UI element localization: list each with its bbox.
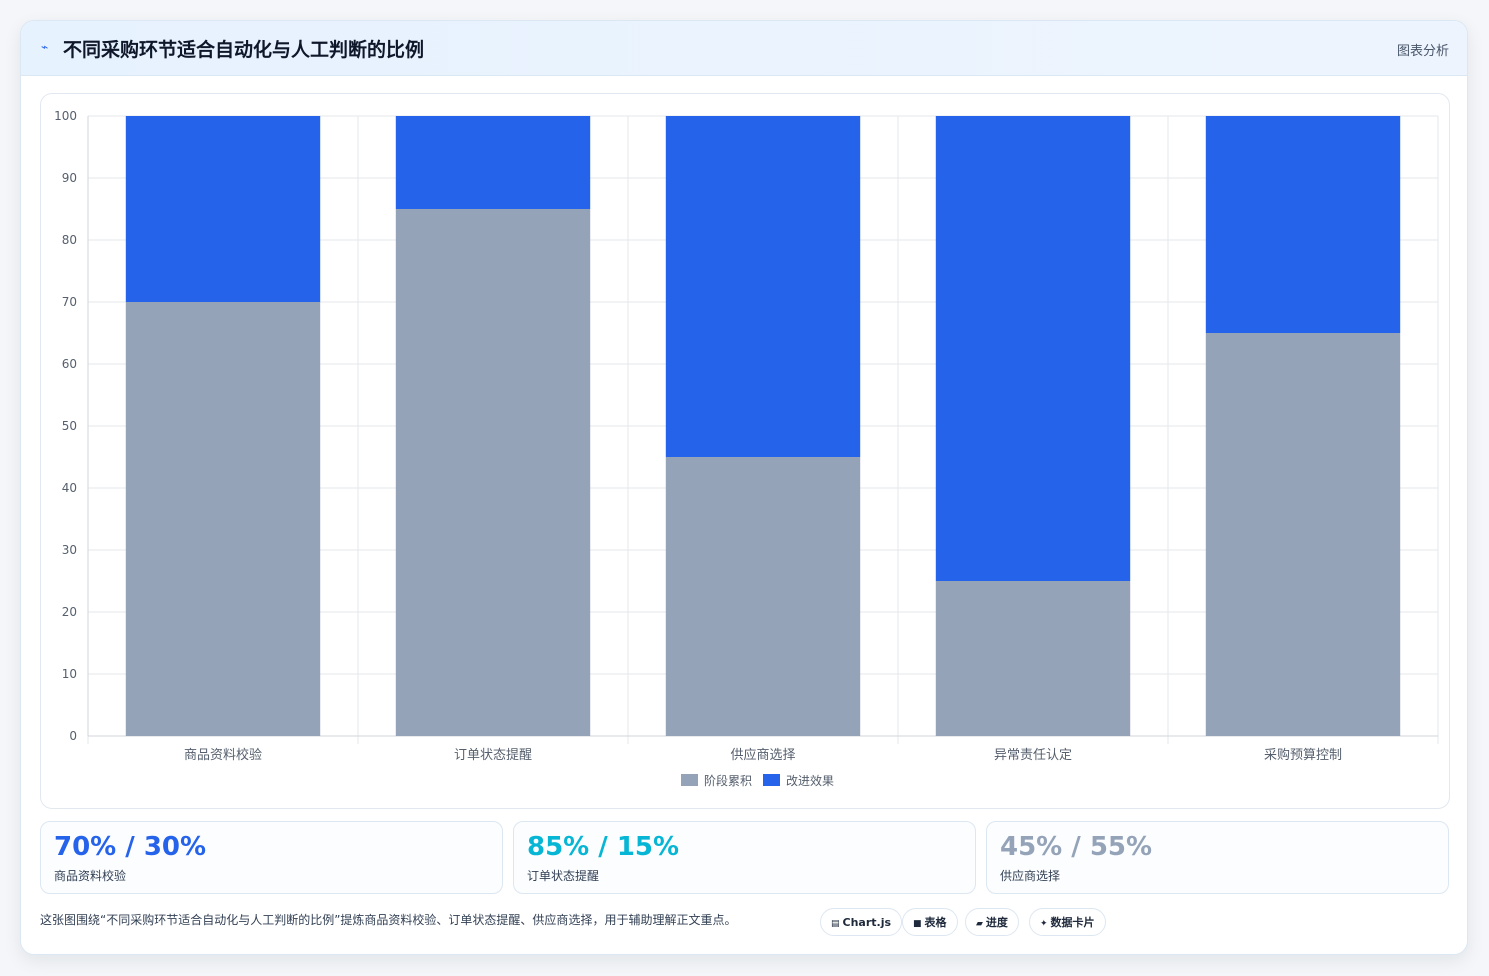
badge-table[interactable]: ■ 表格 bbox=[902, 908, 958, 936]
stat-card-3: 45% / 55% 供应商选择 bbox=[986, 821, 1449, 894]
stat-value: 85% / 15% bbox=[527, 832, 680, 862]
y-tick-label: 80 bbox=[62, 233, 77, 247]
stat-label: 订单状态提醒 bbox=[527, 869, 600, 883]
y-tick-label: 20 bbox=[62, 605, 77, 619]
legend-label: 阶段累积 bbox=[704, 773, 752, 788]
x-tick-label: 异常责任认定 bbox=[994, 748, 1072, 763]
stat-label: 商品资料校验 bbox=[54, 869, 127, 883]
legend-label: 改进效果 bbox=[786, 773, 834, 788]
badge-data-card[interactable]: ✦ 数据卡片 bbox=[1029, 908, 1106, 936]
stat-card-1: 70% / 30% 商品资料校验 bbox=[40, 821, 503, 894]
y-tick-label: 70 bbox=[62, 295, 77, 309]
y-tick-label: 50 bbox=[62, 419, 77, 433]
y-tick-label: 60 bbox=[62, 357, 77, 371]
stat-value: 45% / 55% bbox=[1000, 832, 1153, 862]
y-tick-label: 10 bbox=[62, 667, 77, 681]
badge-label: Chart.js bbox=[842, 916, 892, 929]
y-tick-label: 30 bbox=[62, 543, 77, 557]
stat-value: 70% / 30% bbox=[54, 832, 207, 862]
x-tick-label: 采购预算控制 bbox=[1264, 747, 1342, 763]
data-card-icon: ✦ bbox=[1040, 919, 1048, 929]
badge-label: 进度 bbox=[985, 916, 1008, 929]
chart-footnote: 这张图围绕“不同采购环节适合自动化与人工判断的比例”提炼商品资料校验、订单状态提… bbox=[40, 913, 737, 927]
bar-stage-cumulative bbox=[395, 209, 591, 736]
page-title: 不同采购环节适合自动化与人工判断的比例 bbox=[63, 39, 425, 61]
chart-analysis-tag: 图表分析 bbox=[1396, 44, 1449, 59]
badge-chartjs[interactable]: ▤ Chart.js bbox=[820, 908, 903, 936]
chart-icon: ▤ bbox=[831, 919, 840, 929]
stat-label: 供应商选择 bbox=[1000, 869, 1061, 883]
x-tick-label: 商品资料校验 bbox=[184, 747, 262, 763]
bar-improvement-effect bbox=[935, 116, 1131, 581]
bar-improvement-effect bbox=[665, 116, 861, 457]
progress-icon: ▰ bbox=[976, 919, 983, 929]
stat-card-2: 85% / 15% 订单状态提醒 bbox=[513, 821, 976, 894]
bar-stage-cumulative bbox=[1205, 333, 1401, 736]
bar-improvement-effect bbox=[125, 116, 321, 302]
chart-line-icon: ⌁ bbox=[41, 40, 49, 54]
badge-label: 数据卡片 bbox=[1050, 916, 1095, 929]
x-tick-label: 供应商选择 bbox=[730, 747, 795, 763]
x-tick-label: 订单状态提醒 bbox=[454, 747, 532, 763]
y-tick-label: 40 bbox=[62, 481, 77, 495]
y-tick-label: 100 bbox=[54, 109, 77, 123]
stacked-bar-chart: 0 10 20 30 40 50 60 70 80 90 100 商品资料校验 订单状态提醒 供应商选择 异… bbox=[54, 109, 1439, 788]
bar-stage-cumulative bbox=[125, 302, 321, 736]
table-icon: ■ bbox=[913, 919, 922, 929]
bar-improvement-effect bbox=[1205, 116, 1401, 333]
legend-swatch bbox=[763, 774, 780, 786]
bar-stage-cumulative bbox=[935, 581, 1131, 736]
chart-container: 0 10 20 30 40 50 60 70 80 90 100 商品资料校验 订单状态提醒 供应商选择 异… bbox=[40, 93, 1450, 809]
bar-stage-cumulative bbox=[665, 457, 861, 736]
y-tick-label: 90 bbox=[62, 171, 77, 185]
legend-swatch bbox=[681, 774, 698, 786]
bar-improvement-effect bbox=[395, 116, 591, 209]
badge-label: 表格 bbox=[924, 916, 947, 929]
chart-card: ⌁ 不同采购环节适合自动化与人工判断的比例 图表分析 0 10 20 30 40 50 60… bbox=[20, 20, 1468, 955]
badge-progress[interactable]: ▰ 进度 bbox=[965, 908, 1019, 936]
card-header: ⌁ 不同采购环节适合自动化与人工判断的比例 图表分析 bbox=[21, 21, 1467, 76]
y-tick-label: 0 bbox=[69, 729, 77, 743]
